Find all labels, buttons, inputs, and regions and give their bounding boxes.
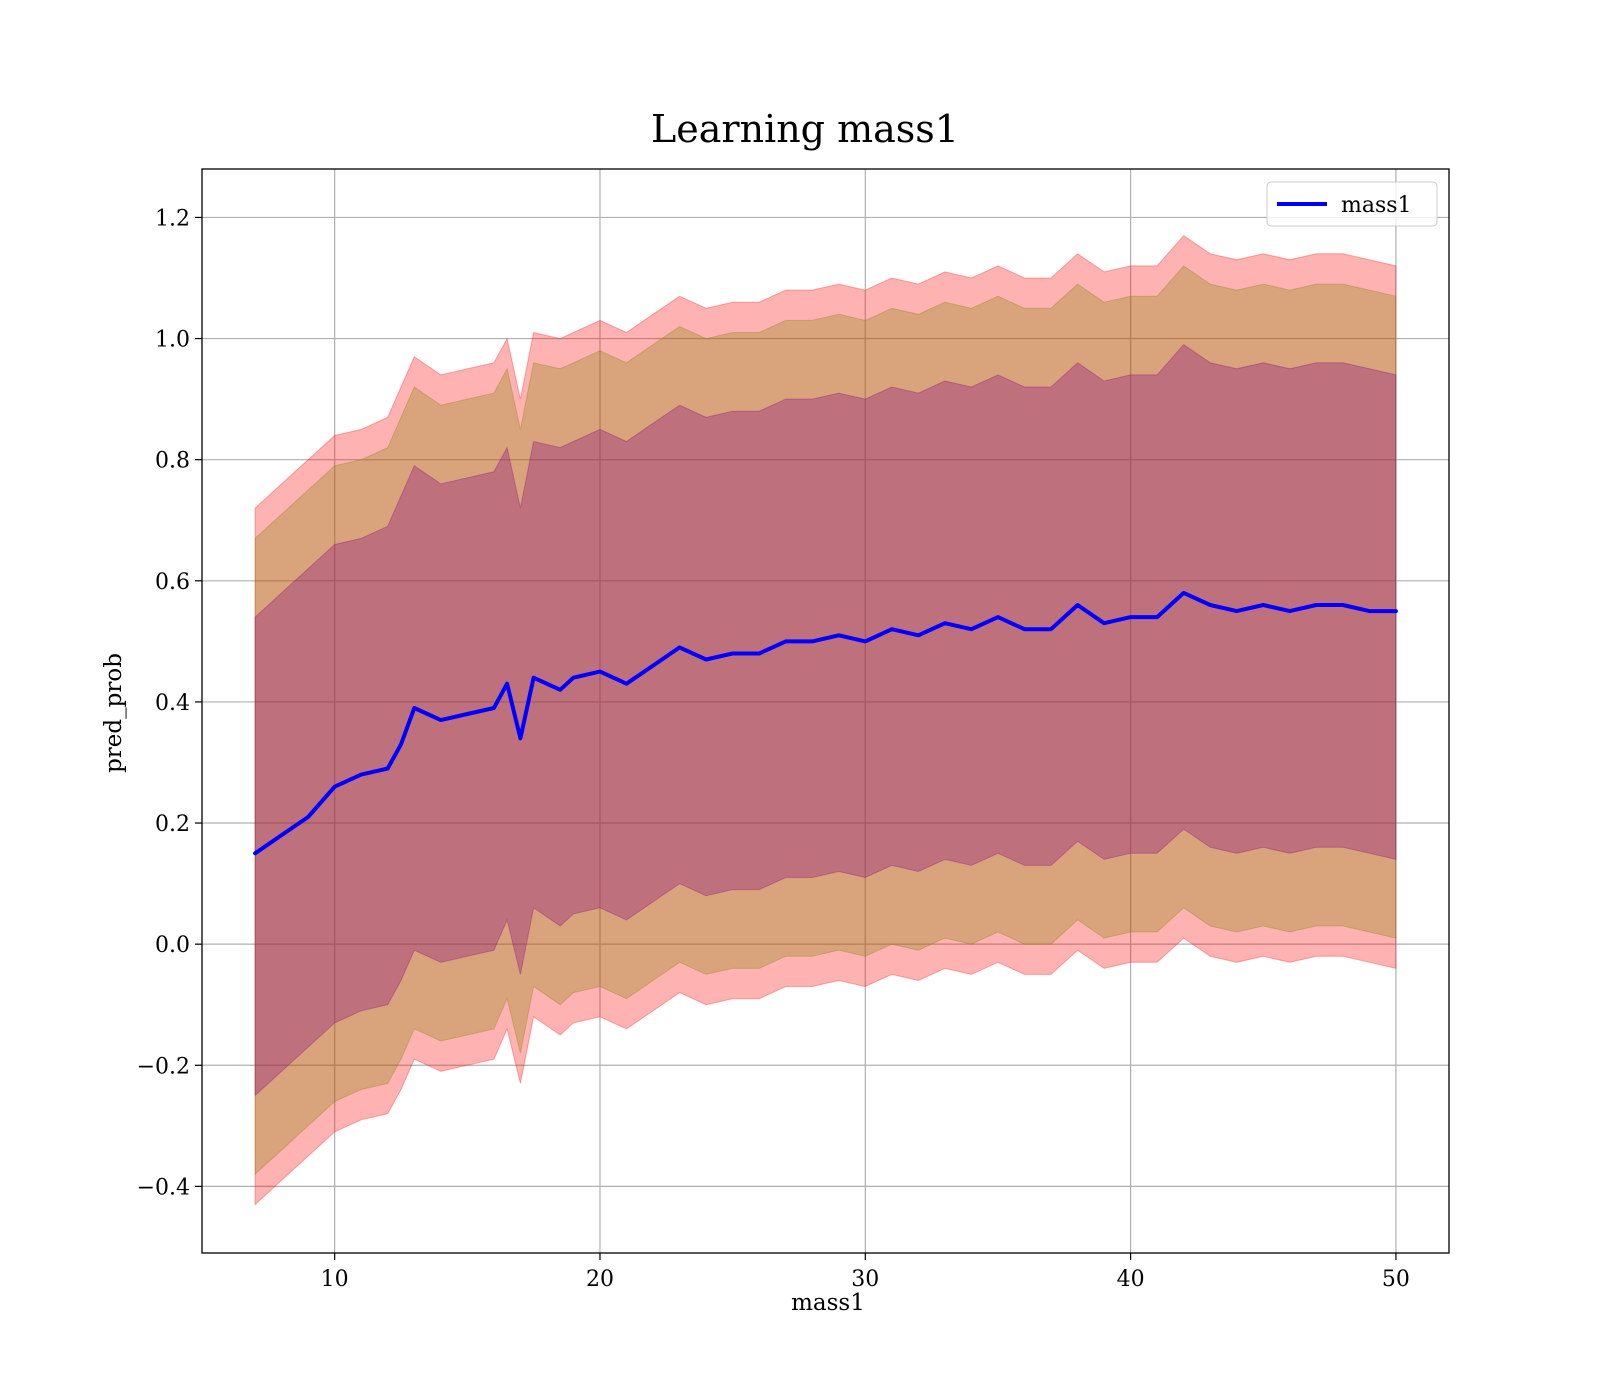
axis-ticks: 10 20 30 40 50 −0.4 −0.2 0.0 0.2 0.4 0.6 0.8 1.0 1.2: [137, 206, 1410, 1292]
y-axis-label: pred_prob: [101, 653, 127, 773]
series-lines: [253, 590, 1398, 856]
y-tick-label: 0.2: [155, 812, 190, 837]
grid: [202, 169, 1449, 1253]
y-tick-label: 0.6: [155, 570, 190, 595]
x-tick-label: 40: [1117, 1267, 1145, 1292]
confidence-band: [254, 343, 1397, 1097]
confidence-bands: [254, 234, 1397, 1206]
legend-label: mass1: [1341, 193, 1412, 218]
y-tick-label: −0.2: [137, 1054, 190, 1079]
y-tick-label: 0.4: [155, 691, 190, 716]
y-tick-label: 1.0: [155, 328, 190, 353]
confidence-band: [254, 265, 1397, 1176]
y-tick-label: 1.2: [155, 206, 190, 231]
x-tick-label: 20: [586, 1267, 614, 1292]
confidence-band: [254, 234, 1397, 1206]
x-tick-label: 30: [851, 1267, 879, 1292]
chart-title: Learning mass1: [651, 107, 959, 151]
y-tick-label: 0.0: [155, 933, 190, 958]
y-tick-label: 0.8: [155, 449, 190, 474]
x-axis-label: mass1: [791, 1290, 865, 1316]
plot-area-frame: [201, 168, 1450, 1254]
legend-box: [1266, 181, 1438, 227]
x-tick-label: 10: [321, 1267, 349, 1292]
series-line-mass1: [253, 590, 1398, 856]
x-tick-label: 50: [1382, 1267, 1410, 1292]
y-tick-label: −0.4: [137, 1175, 190, 1200]
legend: mass1: [1266, 181, 1438, 227]
